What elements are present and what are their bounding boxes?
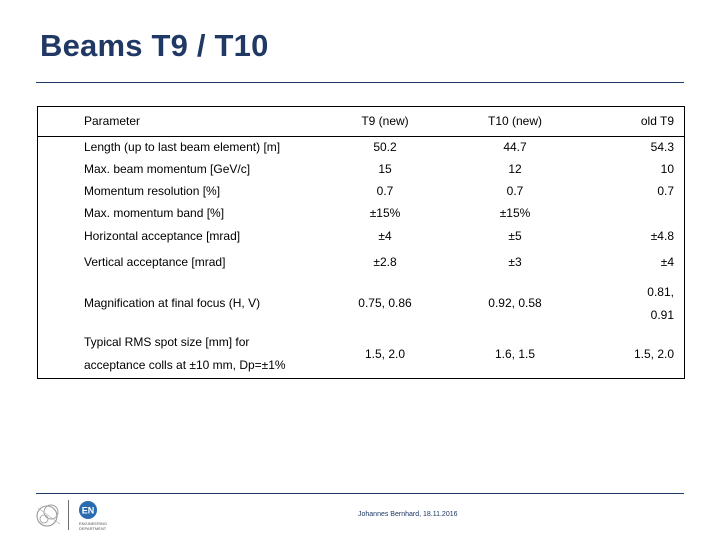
table-row: Magnification at final focus (H, V) 0.75…	[38, 277, 685, 331]
row-label-line2: acceptance colls at ±10 mm, Dp=±1%	[84, 358, 286, 373]
footer-author-date: Johannes Bernhard, 18.11.2016	[358, 511, 458, 518]
table-row: Typical RMS spot size [mm] for acceptanc…	[38, 331, 685, 379]
old-t9-value-line1: 0.81,	[647, 284, 674, 299]
table-row: Max. momentum band [%] ±15% ±15%	[38, 203, 685, 225]
title-divider	[36, 82, 684, 83]
old-t9-value: 54.3	[650, 140, 674, 155]
t9-value: ±15%	[369, 206, 401, 220]
en-logo-caption-line2: DEPARTMENT	[79, 526, 107, 531]
t10-value: 0.92, 0.58	[488, 296, 542, 310]
t10-value: ±15%	[499, 206, 531, 220]
row-label: Magnification at final focus (H, V)	[84, 296, 261, 310]
old-t9-value: 0.7	[657, 184, 674, 198]
row-label-line1: Typical RMS spot size [mm] for	[84, 335, 250, 350]
table-row: Horizontal acceptance [mrad] ±4 ±5 ±4.8	[38, 225, 685, 249]
t10-value: 0.7	[506, 184, 524, 198]
t9-value: 50.2	[373, 140, 397, 155]
t10-value: 44.7	[503, 140, 527, 155]
header-old-t9: old T9	[577, 106, 685, 137]
old-t9-value: ±4.8	[650, 229, 674, 243]
row-label: Horizontal acceptance [mrad]	[84, 229, 241, 243]
old-t9-value: ±4	[660, 255, 674, 269]
t10-value: ±5	[508, 229, 522, 243]
old-t9-value: 0.81, 0.91	[578, 277, 685, 331]
header-t10-new: T10 (new)	[452, 106, 578, 137]
t9-value: 0.75, 0.86	[358, 296, 412, 310]
logo-divider	[68, 500, 69, 530]
old-t9-value-line2: 0.91	[650, 307, 674, 322]
row-label: Max. beam momentum [GeV/c]	[84, 162, 251, 176]
page-title: Beams T9 / T10	[40, 28, 269, 63]
table-header-row: Parameter T9 (new) T10 (new) old T9	[37, 106, 685, 137]
table-row: Length (up to last beam element) [m] 50.…	[38, 137, 685, 159]
en-logo-icon: EN ENGINEERING DEPARTMENT	[79, 501, 107, 531]
row-label: Momentum resolution [%]	[84, 184, 221, 198]
row-label: Max. momentum band [%]	[84, 206, 225, 220]
t10-value: 12	[508, 162, 522, 176]
beam-parameter-table: Parameter T9 (new) T10 (new) old T9 Leng…	[37, 106, 685, 379]
en-logo-caption-line1: ENGINEERING	[79, 521, 107, 526]
t9-value: ±4	[378, 229, 392, 243]
t9-value: 1.5, 2.0	[364, 346, 406, 361]
t9-value: ±2.8	[373, 255, 397, 269]
table-row: Momentum resolution [%] 0.7 0.7 0.7	[38, 181, 685, 203]
row-label: Vertical acceptance [mrad]	[84, 255, 226, 269]
old-t9-value: 1.5, 2.0	[633, 346, 674, 361]
row-label: Typical RMS spot size [mm] for acceptanc…	[38, 331, 318, 379]
header-parameter: Parameter	[37, 106, 318, 137]
old-t9-value	[578, 203, 685, 225]
old-t9-value: 10	[660, 162, 674, 176]
footer-divider	[36, 493, 684, 494]
t9-value: 15	[378, 162, 392, 176]
header-t9-new: T9 (new)	[317, 106, 453, 137]
table-row: Max. beam momentum [GeV/c] 15 12 10	[38, 159, 685, 181]
t10-value: 1.6, 1.5	[494, 346, 536, 361]
t9-value: 0.7	[376, 184, 394, 198]
table-row: Vertical acceptance [mrad] ±2.8 ±3 ±4	[38, 249, 685, 277]
row-label: Length (up to last beam element) [m]	[84, 140, 281, 155]
t10-value: ±3	[508, 255, 522, 269]
cern-logo-icon	[36, 504, 61, 527]
en-logo-letters: EN	[82, 506, 95, 516]
